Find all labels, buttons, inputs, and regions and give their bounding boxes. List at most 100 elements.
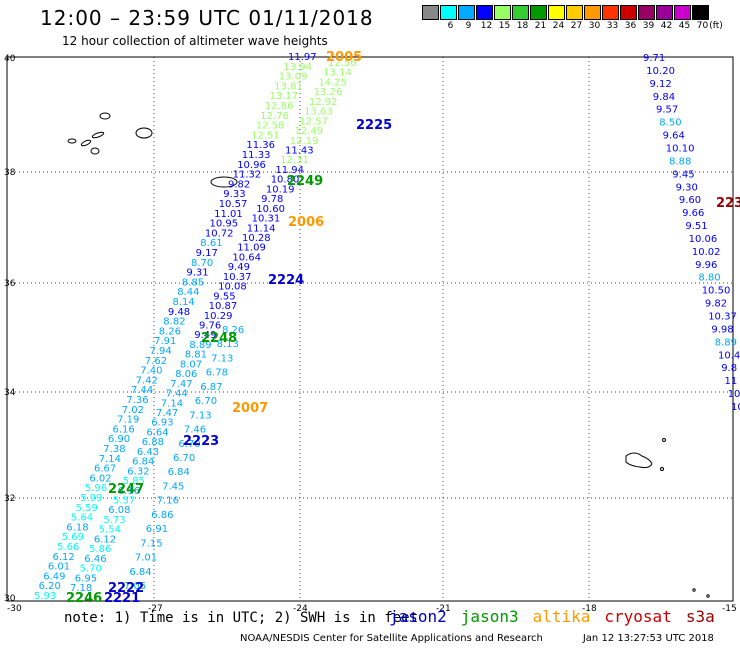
wave-height-value: 6.86 — [151, 510, 173, 521]
pass-number-label: 2246 — [66, 591, 102, 606]
wave-height-value: 9.49 — [194, 330, 216, 341]
wave-height-value: 10.37 — [223, 272, 252, 283]
wave-height-value: 9.33 — [223, 189, 245, 200]
wave-height-value: 6.84 — [168, 467, 190, 478]
wave-height-value: 6.08 — [108, 505, 130, 516]
pass-number-label: 2222 — [108, 581, 144, 596]
legend-altika: altika — [532, 607, 591, 626]
wave-height-value: 11.97 — [288, 52, 317, 63]
pass-number-label: 2249 — [287, 174, 323, 189]
wave-height-value: 11.33 — [242, 150, 271, 161]
pass-number-label: 223 — [716, 196, 740, 211]
wave-height-value: 8.80 — [698, 273, 720, 284]
wave-height-value: 8.13 — [217, 339, 239, 350]
wave-height-value: 10.60 — [256, 204, 285, 215]
pass-number-label: 2221 — [104, 591, 140, 606]
wave-height-value: 8.88 — [669, 156, 691, 167]
wave-height-value: 7.38 — [103, 444, 125, 455]
color-scale-label: 9 — [465, 21, 472, 31]
wave-height-value: 6.43 — [137, 447, 159, 458]
wave-height-value: 6.20 — [39, 581, 61, 592]
lon-tick-label: -18 — [582, 604, 597, 614]
wave-height-value: 11.32 — [233, 170, 262, 181]
wave-height-value: 11 — [725, 376, 738, 387]
wave-height-value: 8.50 — [659, 118, 681, 129]
wave-height-value: 9.48 — [168, 307, 190, 318]
wave-height-value: 7.62 — [145, 356, 167, 367]
legend-cryosat: cryosat — [604, 607, 672, 626]
wave-height-value: 12.76 — [260, 111, 289, 122]
color-scale-swatch — [674, 5, 691, 20]
wave-height-value: 11.94 — [275, 165, 304, 176]
credit-text: NOAA/NESDIS Center for Satellite Applica… — [240, 633, 543, 644]
wave-height-value: 8.81 — [185, 350, 207, 361]
color-scale-label: 15 — [498, 21, 511, 31]
wave-height-value: 10.96 — [237, 160, 266, 171]
wave-height-value: 11.36 — [246, 140, 275, 151]
wave-height-value: 6.91 — [146, 524, 168, 535]
wave-height-value: 7.45 — [162, 481, 184, 492]
wave-height-value: 10.57 — [219, 199, 248, 210]
wave-height-value: 9.84 — [653, 92, 675, 103]
altimeter-tracks: 11.9713.9413.0913.8113.1712.8612.7612.58… — [34, 52, 740, 602]
lat-tick-label: 38 — [4, 168, 16, 178]
plot-frame — [6, 56, 734, 602]
wave-height-value: 8.26 — [222, 325, 244, 336]
wave-height-value: 9.51 — [685, 221, 707, 232]
wave-height-value: 6.16 — [118, 486, 140, 497]
wave-height-value: 8.44 — [177, 287, 199, 298]
wave-height-value: 10.02 — [692, 247, 721, 258]
wave-height-value: 7.91 — [154, 336, 176, 347]
color-scale-legend: 6 9 12 15 18 21 24 27 30 33 36 39 42 45 70 (ft) — [422, 5, 728, 35]
lat-tick-label: 32 — [4, 494, 15, 504]
map-title: 12:00 – 23:59 UTC 01/11/2018 — [40, 6, 374, 30]
wave-height-value: 7.05 — [124, 581, 146, 592]
wave-height-value: 12.19 — [290, 136, 319, 147]
wave-height-value: 9.98 — [711, 324, 733, 335]
wave-height-value: 7.15 — [140, 538, 162, 549]
wave-height-value: 10 — [728, 389, 740, 400]
wave-height-value: 6.70 — [173, 453, 195, 464]
wave-height-value: 7.47 — [156, 408, 178, 419]
wave-height-value: 8.06 — [175, 369, 197, 380]
wave-height-value: 12.51 — [251, 130, 280, 141]
color-scale-swatch — [458, 5, 475, 20]
wave-height-value: 7.14 — [99, 454, 121, 465]
wave-height-value: 6.70 — [195, 396, 217, 407]
color-scale-swatch — [584, 5, 601, 20]
wave-height-value: 9.64 — [663, 131, 685, 142]
wave-height-value: 5.66 — [57, 542, 79, 553]
wave-height-value: 9.78 — [261, 194, 283, 205]
lat-tick-label: 34 — [4, 388, 16, 398]
axis-labels: -30 -27 -24 -21 -18 -15 40 38 36 34 32 3… — [4, 54, 737, 614]
wave-height-value: 9.66 — [682, 208, 704, 219]
wave-height-value: 7.40 — [140, 366, 162, 377]
wave-height-value: 14.25 — [318, 77, 347, 88]
wave-height-value: 6.49 — [43, 571, 65, 582]
pass-number-label: 2224 — [268, 273, 304, 288]
wave-height-value: 7.14 — [161, 398, 183, 409]
lat-tick-label: 36 — [4, 279, 16, 289]
wave-height-value: 7.01 — [135, 553, 157, 564]
wave-height-value: 5.85 — [123, 476, 145, 487]
wave-height-value: 10.20 — [646, 66, 675, 77]
wave-height-value: 5.70 — [80, 564, 102, 575]
wave-height-value: 7.46 — [184, 425, 206, 436]
wave-height-value: 10.64 — [232, 252, 261, 263]
wave-height-value: 12.86 — [265, 101, 294, 112]
wave-height-value: 10.50 — [702, 286, 731, 297]
color-scale-swatch — [422, 5, 439, 20]
timestamp: Jan 12 13:27:53 UTC 2018 — [582, 633, 714, 644]
wave-height-value: 12.92 — [309, 97, 338, 108]
wave-height-value: 10.29 — [204, 311, 233, 322]
pass-number-label: 2005 — [326, 50, 362, 65]
wave-height-value: 5.93 — [34, 591, 56, 602]
wave-height-value: 6.84 — [129, 567, 151, 578]
wave-height-value: 11.01 — [214, 209, 243, 220]
color-scale-swatch — [566, 5, 583, 20]
lon-tick-label: -24 — [293, 604, 308, 614]
color-scale-swatch — [512, 5, 529, 20]
wave-height-value: 9.82 — [228, 179, 250, 190]
wave-height-value: 11.43 — [285, 146, 314, 157]
